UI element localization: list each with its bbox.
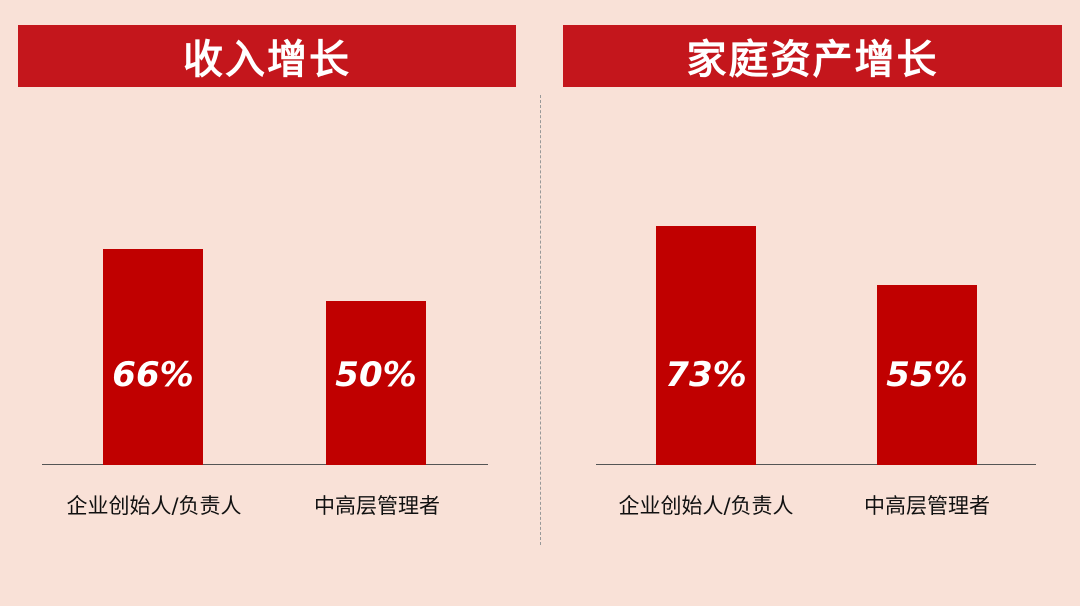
data-label: 66% [112, 355, 194, 395]
data-label: 55% [886, 355, 968, 395]
bar [103, 248, 203, 465]
chart-title-income: 收入增长 [18, 25, 516, 87]
category-label: 企业创始人/负责人 [618, 494, 794, 518]
category-label: 中高层管理者 [314, 494, 440, 518]
category-label: 中高层管理者 [864, 494, 990, 518]
bar [877, 284, 977, 465]
x-axis-line [596, 464, 1036, 465]
x-axis-line [42, 464, 488, 465]
chart-title-assets: 家庭资产增长 [563, 25, 1062, 87]
category-label: 企业创始人/负责人 [66, 494, 242, 518]
divider [540, 95, 541, 545]
data-label: 73% [665, 355, 747, 395]
bar [656, 225, 756, 465]
data-label: 50% [335, 355, 417, 395]
bar [326, 301, 426, 465]
